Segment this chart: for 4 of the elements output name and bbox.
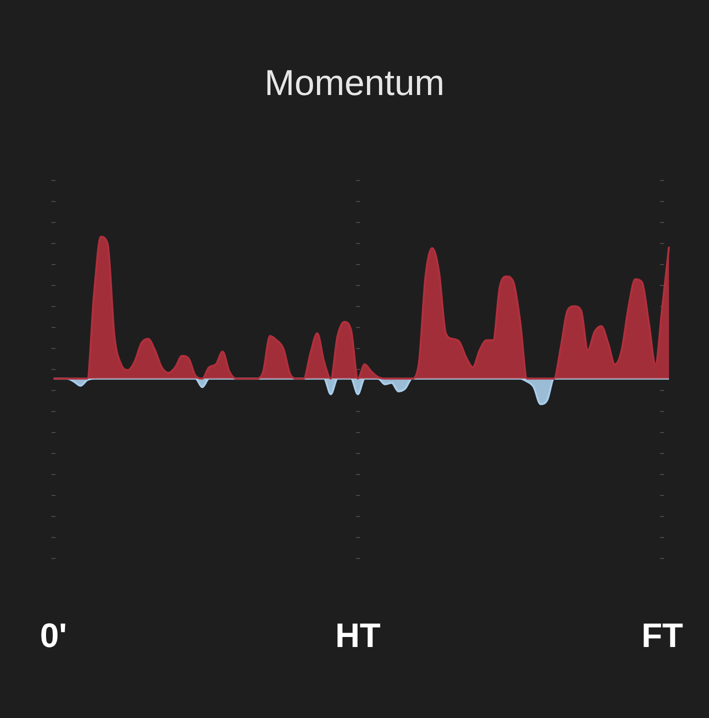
x-tick-label: HT	[335, 616, 381, 655]
chart-title: Momentum	[263, 62, 446, 104]
x-tick-label: FT	[641, 616, 684, 655]
x-tick-label: 0'	[40, 616, 67, 655]
